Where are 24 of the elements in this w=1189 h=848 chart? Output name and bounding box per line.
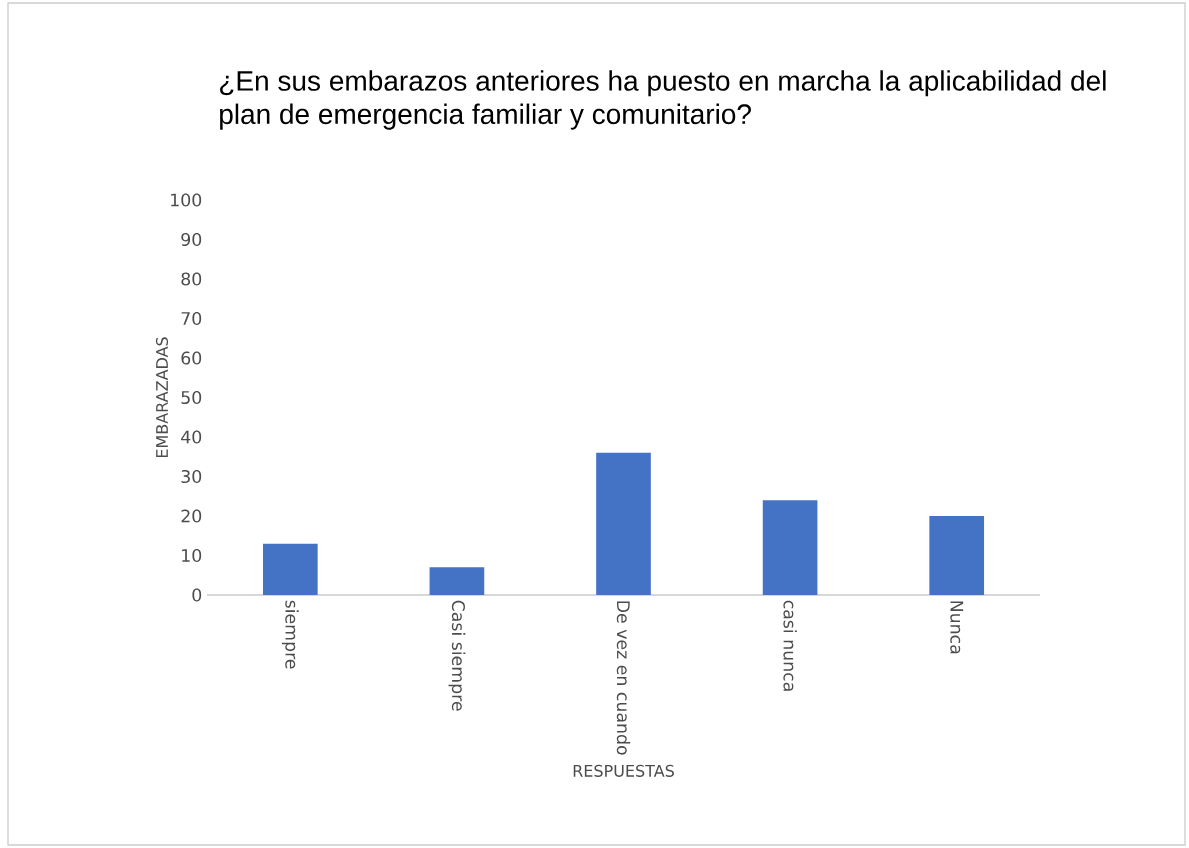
x-tick-label: De vez en cuando (616, 601, 631, 755)
y-tick-label: 20 (181, 509, 202, 523)
y-tick-label: 90 (181, 232, 202, 247)
y-tick-label: 100 (171, 193, 202, 207)
bar (429, 567, 485, 595)
y-tick-label: 0 (192, 588, 202, 602)
y-tick-label: 30 (181, 469, 202, 484)
bar (596, 452, 651, 595)
chart-title: ¿En sus embarazos anteriores ha puesto en marcha la aplicabilidad del plan de emergencia familiar y comunitario? (220, 70, 1106, 130)
y-tick-label: 80 (181, 272, 202, 286)
bar (929, 515, 985, 595)
x-tick-label: Nunca (950, 601, 964, 654)
x-tick-label: siempre (281, 600, 299, 669)
x-axis-title: RESPUESTAS (573, 764, 674, 777)
y-tick-label: 50 (181, 390, 202, 405)
x-tick-label: casi nunca (783, 600, 797, 691)
y-tick-label: 60 (181, 351, 202, 365)
y-tick-label: 10 (182, 548, 202, 563)
bar (262, 543, 318, 595)
x-tick-label: Casi siempre (448, 600, 466, 711)
y-axis-title: EMBARAZADAS (155, 337, 169, 458)
bar (762, 500, 818, 595)
y-tick-label: 70 (181, 311, 202, 326)
y-tick-label: 40 (181, 430, 202, 444)
